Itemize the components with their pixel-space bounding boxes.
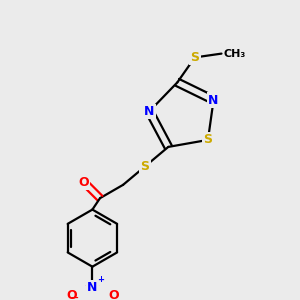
Text: N: N xyxy=(208,94,219,106)
Text: CH₃: CH₃ xyxy=(224,49,246,58)
Text: S: S xyxy=(203,134,212,146)
Text: S: S xyxy=(190,51,199,64)
Text: O: O xyxy=(108,289,119,300)
Text: −: − xyxy=(70,293,79,300)
Text: O: O xyxy=(66,289,77,300)
Text: O: O xyxy=(79,176,89,188)
Text: S: S xyxy=(140,160,149,173)
Text: N: N xyxy=(87,281,98,294)
Text: +: + xyxy=(97,275,104,284)
Text: N: N xyxy=(144,105,154,118)
